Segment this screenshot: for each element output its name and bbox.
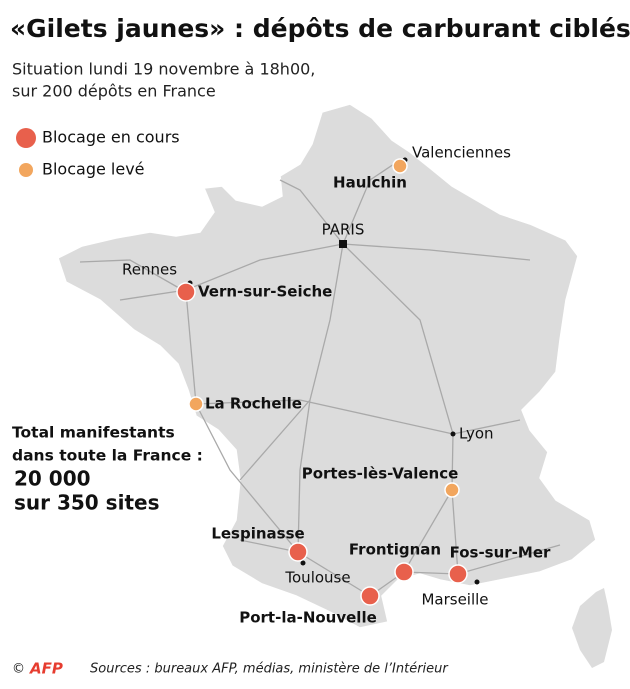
depot-label: Frontignan [349, 541, 441, 559]
depot-marker [392, 158, 408, 174]
france-outline [57, 103, 597, 629]
legend-swatch [19, 163, 33, 177]
city-dot [474, 579, 480, 585]
subtitle: sur 200 dépôts en France [12, 82, 216, 101]
depot-marker [288, 542, 308, 562]
subtitle: Situation lundi 19 novembre à 18h00, [12, 60, 315, 79]
copyright: © [12, 662, 25, 677]
depot-marker [444, 482, 460, 498]
total-value: sur 350 sites [14, 491, 159, 515]
corsica [572, 588, 612, 668]
logo: AFP [29, 660, 63, 678]
city-label: Valenciennes [412, 144, 511, 162]
depot-label: Lespinasse [211, 525, 304, 543]
city-dot [300, 560, 306, 566]
depot-label: Portes-lès-Valence [302, 465, 459, 483]
city-dot [450, 431, 456, 437]
legend-label: Blocage en cours [42, 128, 180, 147]
depot-marker [394, 562, 414, 582]
depot-label: Haulchin [333, 174, 407, 192]
depot-label: Fos-sur-Mer [450, 544, 551, 562]
depot-marker [176, 282, 196, 302]
depot-label: La Rochelle [205, 395, 302, 413]
depot-label: Vern-sur-Seiche [198, 283, 332, 301]
city-label: Marseille [421, 591, 488, 609]
total-label: Total manifestants [12, 424, 175, 442]
city-label: Rennes [122, 261, 177, 279]
city-label: Toulouse [284, 569, 350, 587]
total-value: 20 000 [14, 467, 91, 491]
city-label: PARIS [322, 221, 365, 239]
legend-swatch [16, 128, 36, 148]
capital-marker [339, 240, 347, 248]
depot-marker [360, 586, 380, 606]
depot-marker [448, 564, 468, 584]
title: «Gilets jaunes» : dépôts de carburant ci… [10, 14, 630, 43]
depot-marker [188, 396, 204, 412]
legend-label: Blocage levé [42, 160, 145, 179]
depot-label: Port-la-Nouvelle [239, 609, 377, 627]
total-label: dans toute la France : [12, 447, 203, 465]
city-label: Lyon [459, 425, 494, 443]
sources: Sources : bureaux AFP, médias, ministère… [90, 662, 449, 677]
